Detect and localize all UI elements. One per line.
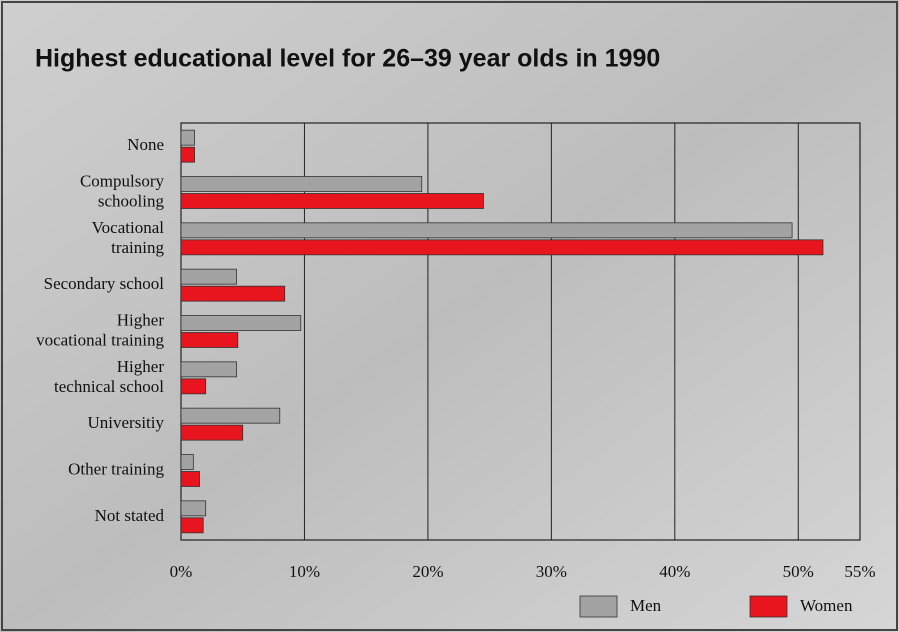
bar <box>181 472 200 487</box>
x-tick-label: 40% <box>659 562 690 581</box>
bar <box>181 362 237 377</box>
legend-label: Women <box>800 596 853 615</box>
bar <box>181 333 238 348</box>
x-tick-label: 30% <box>536 562 567 581</box>
bar <box>181 223 792 238</box>
bar <box>181 240 823 255</box>
bar <box>181 286 285 301</box>
x-tick-label: 55% <box>844 562 875 581</box>
y-tick-label: Not stated <box>95 506 165 525</box>
legend-label: Men <box>630 596 662 615</box>
x-tick-label: 50% <box>783 562 814 581</box>
chart: Highest educational level for 26–39 year… <box>0 0 899 632</box>
legend-swatch <box>580 596 617 617</box>
y-tick-label: None <box>127 135 164 154</box>
bar <box>181 269 237 284</box>
y-tick-label: Other training <box>68 459 164 478</box>
bar <box>181 316 301 331</box>
legend-swatch <box>750 596 787 617</box>
x-tick-label: 0% <box>170 562 193 581</box>
bar <box>181 408 280 423</box>
bar <box>181 455 193 470</box>
bar <box>181 177 422 192</box>
bar <box>181 147 195 162</box>
bar <box>181 194 483 209</box>
chart-title: Highest educational level for 26–39 year… <box>35 45 660 73</box>
bar <box>181 379 206 394</box>
x-tick-label: 10% <box>289 562 320 581</box>
bar <box>181 425 243 440</box>
y-tick-label: Secondary school <box>44 274 165 293</box>
x-tick-label: 20% <box>412 562 443 581</box>
bar <box>181 501 206 516</box>
y-tick-label: Universitiy <box>88 413 165 432</box>
bar <box>181 130 195 145</box>
bar <box>181 518 203 533</box>
